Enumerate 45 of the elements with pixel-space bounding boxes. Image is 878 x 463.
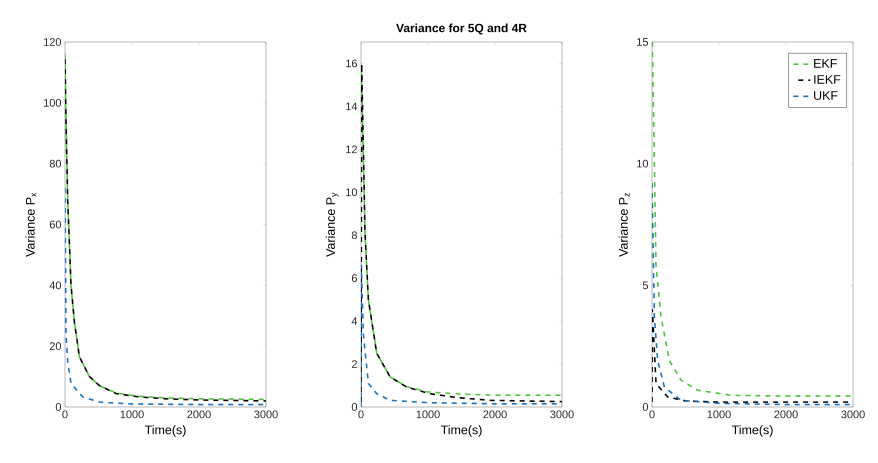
y-tick-label: 60 xyxy=(50,220,62,228)
x-tick-label: 1000 xyxy=(120,410,144,418)
x-axis-title: Time(s) xyxy=(440,425,482,437)
x-tick-label: 3000 xyxy=(841,410,865,418)
y-tick-label: 20 xyxy=(50,342,62,350)
line-series xyxy=(361,264,562,407)
y-tick-label: 0 xyxy=(56,403,62,411)
legend-label: EKF xyxy=(814,59,837,68)
y-tick-label: 40 xyxy=(50,281,62,290)
y-tick-label: 16 xyxy=(346,60,357,68)
x-tick-label: 2000 xyxy=(774,410,798,418)
y-tick-label: 100 xyxy=(44,98,62,107)
chart-title: Variance for 5Q and 4R xyxy=(396,23,527,35)
y-tick-label: 12 xyxy=(346,146,357,154)
y-axis-title: Variance P$_{y}$ xyxy=(326,192,338,257)
y-tick-label: 10 xyxy=(637,160,648,168)
x-tick-label: 0 xyxy=(358,410,364,418)
y-tick-label: 2 xyxy=(352,360,357,368)
x-axis-title: Time(s) xyxy=(732,425,773,437)
y-tick-label: 8 xyxy=(352,231,357,240)
y-tick-label: 4 xyxy=(352,317,358,325)
legend-label: IEKF xyxy=(814,75,840,84)
y-tick-label: 80 xyxy=(50,160,62,168)
y-tick-label: 6 xyxy=(352,274,357,282)
y-tick-label: 10 xyxy=(346,188,358,196)
x-tick-label: 3000 xyxy=(550,410,574,418)
y-tick-label: 5 xyxy=(642,282,648,290)
x-tick-label: 2000 xyxy=(483,410,507,418)
y-axis-title: Variance P$_{x}$ xyxy=(26,192,36,257)
y-tick-label: 120 xyxy=(44,38,62,46)
legend-label: UKF xyxy=(814,91,838,100)
x-tick-label: 2000 xyxy=(187,410,211,418)
y-axis-title: Variance P$_{z}$ xyxy=(618,193,630,257)
y-tick-label: 0 xyxy=(352,403,358,411)
x-tick-label: 0 xyxy=(62,410,68,418)
line-series xyxy=(652,42,854,397)
y-tick-label: 14 xyxy=(346,102,358,110)
x-tick-label: 1000 xyxy=(416,410,440,418)
y-tick-label: 0 xyxy=(642,403,648,411)
y-tick-label: 15 xyxy=(637,38,648,46)
line-series xyxy=(65,187,266,406)
x-axis-title: Time(s) xyxy=(144,425,186,437)
x-tick-label: 1000 xyxy=(708,410,731,418)
x-tick-label: 0 xyxy=(649,410,655,418)
x-tick-label: 3000 xyxy=(254,410,278,418)
